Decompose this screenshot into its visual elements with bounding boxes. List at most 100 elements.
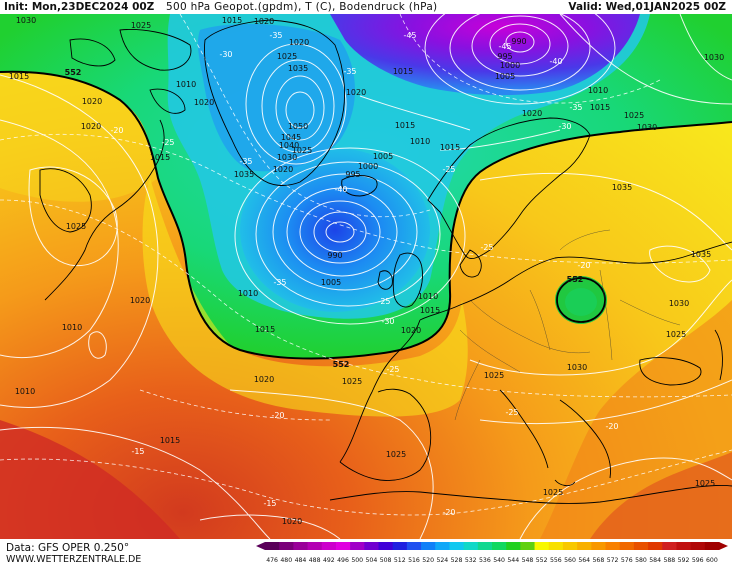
pressure-label: 1035 — [288, 64, 308, 73]
svg-text:-35: -35 — [343, 67, 356, 76]
pressure-label: 1020 — [254, 17, 274, 26]
pressure-label: 1035 — [612, 183, 632, 192]
svg-text:1025: 1025 — [624, 111, 644, 120]
pressure-label: 1020 — [194, 98, 214, 107]
svg-text:-40: -40 — [549, 57, 562, 66]
svg-text:552: 552 — [65, 68, 82, 77]
colorbar-tick-label: 520 — [422, 557, 434, 564]
pressure-label: 1010 — [176, 80, 196, 89]
pressure-label: 1025 — [484, 371, 504, 380]
colorbar-tick-label: 528 — [451, 557, 463, 564]
colorbar-tick-label: 556 — [550, 557, 562, 564]
pressure-label: 1005 — [321, 278, 341, 287]
warm-core-sw — [0, 420, 180, 539]
colorbar-cell — [676, 542, 692, 550]
colorbar-tick-label: 536 — [479, 557, 491, 564]
temperature-label: -25 — [386, 365, 399, 374]
pressure-label: 1030 — [704, 53, 724, 62]
svg-text:1020: 1020 — [289, 38, 309, 47]
pressure-label: 1030 — [277, 153, 297, 162]
temperature-labels: -30 -35 -35 -45 -45 -40 -35 -30 -20 -25 -35 -25 -40 -… — [110, 31, 618, 517]
svg-text:1020: 1020 — [522, 109, 542, 118]
svg-text:1020: 1020 — [273, 165, 293, 174]
svg-text:1015: 1015 — [590, 103, 610, 112]
svg-text:1015: 1015 — [420, 306, 440, 315]
colorbar-cell — [591, 542, 606, 550]
orange-east — [540, 300, 732, 539]
svg-text:-25: -25 — [386, 365, 399, 374]
map-title: 500 hPa Geopot.(gpdm), T (C), Bodendruck… — [166, 1, 438, 13]
pressure-label: 1025 — [131, 21, 151, 30]
colorbar-tick-label: 596 — [692, 557, 704, 564]
colorbar-cell — [421, 542, 436, 550]
temperature-label: -20 — [271, 411, 284, 420]
temperature-label: -30 — [558, 122, 571, 131]
pressure-label: 1020 — [289, 38, 309, 47]
svg-text:-15: -15 — [263, 499, 276, 508]
pressure-label: 990 — [511, 37, 526, 46]
colorbar-cell — [449, 542, 465, 550]
geopotential-label: 552 — [567, 275, 584, 284]
colorbar-tick-label: 508 — [380, 557, 392, 564]
svg-text:1030: 1030 — [567, 363, 587, 372]
pressure-label: 1025 — [624, 111, 644, 120]
svg-text:-45: -45 — [498, 42, 511, 51]
colorbar-tick-label: 584 — [649, 557, 661, 564]
colorbar-cells — [256, 542, 728, 550]
colorbar-tick-label: 492 — [323, 557, 335, 564]
svg-text:1015: 1015 — [255, 325, 275, 334]
colorbar-cell — [293, 542, 309, 550]
pressure-label: 1025 — [292, 146, 312, 155]
svg-text:1025: 1025 — [131, 21, 151, 30]
colorbar-cell — [477, 542, 493, 550]
colorbar-tick-label: 476 — [266, 557, 278, 564]
colorbar: 476 480 484 488 492 496 500 504 508 512 516 520 524 5… — [256, 542, 728, 564]
svg-text:-25: -25 — [442, 165, 455, 174]
colorbar-tick-label: 496 — [337, 557, 349, 564]
isotherms — [0, 14, 732, 516]
temperature-label: -30 — [219, 50, 232, 59]
svg-text:-15: -15 — [131, 447, 144, 456]
country-borders — [454, 229, 681, 421]
colorbar-tick-label: 572 — [607, 557, 619, 564]
svg-text:-20: -20 — [577, 261, 590, 270]
colorbar-tick-label: 488 — [309, 557, 321, 564]
colorbar-tick-label: 484 — [295, 557, 307, 564]
svg-text:-20: -20 — [271, 411, 284, 420]
colorbar-cell — [548, 542, 564, 550]
pressure-label: 1010 — [62, 323, 82, 332]
colorbar-tick-label: 600 — [706, 557, 718, 564]
temperature-label: -45 — [403, 31, 416, 40]
svg-text:1020: 1020 — [130, 296, 150, 305]
svg-text:1035: 1035 — [288, 64, 308, 73]
svg-text:1025: 1025 — [484, 371, 504, 380]
svg-text:1015: 1015 — [9, 72, 29, 81]
temperature-label: -40 — [334, 185, 347, 194]
svg-text:1015: 1015 — [395, 121, 415, 130]
colorbar-tick-label: 532 — [465, 557, 477, 564]
colorbar-tick-label: 560 — [564, 557, 576, 564]
temperature-label: -25 — [505, 408, 518, 417]
svg-text:1020: 1020 — [346, 88, 366, 97]
temperature-label: -35 — [569, 103, 582, 112]
svg-text:1030: 1030 — [704, 53, 724, 62]
pressure-label: 1035 — [234, 170, 254, 179]
colorbar-cell — [690, 542, 706, 550]
header-bar: Init: Mon,23DEC2024 00Z 500 hPa Geopot.(… — [0, 0, 732, 14]
pressure-label: 1030 — [16, 16, 36, 25]
temperature-label: -20 — [442, 508, 455, 517]
valid-time: Valid: Wed,01JAN2025 00Z — [568, 1, 726, 13]
svg-text:-30: -30 — [558, 122, 571, 131]
colorbar-cell — [364, 542, 379, 550]
svg-text:-35: -35 — [273, 278, 286, 287]
svg-text:1005: 1005 — [373, 152, 393, 161]
svg-text:1010: 1010 — [15, 387, 35, 396]
colorbar-cell — [335, 542, 351, 550]
pressure-label: 1000 — [358, 162, 378, 171]
svg-text:1010: 1010 — [176, 80, 196, 89]
colorbar-cell — [392, 542, 408, 550]
pressure-label: 1015 — [590, 103, 610, 112]
colorbar-cell — [350, 542, 365, 550]
pressure-label: 1015 — [150, 153, 170, 162]
temperature-label: -20 — [577, 261, 590, 270]
